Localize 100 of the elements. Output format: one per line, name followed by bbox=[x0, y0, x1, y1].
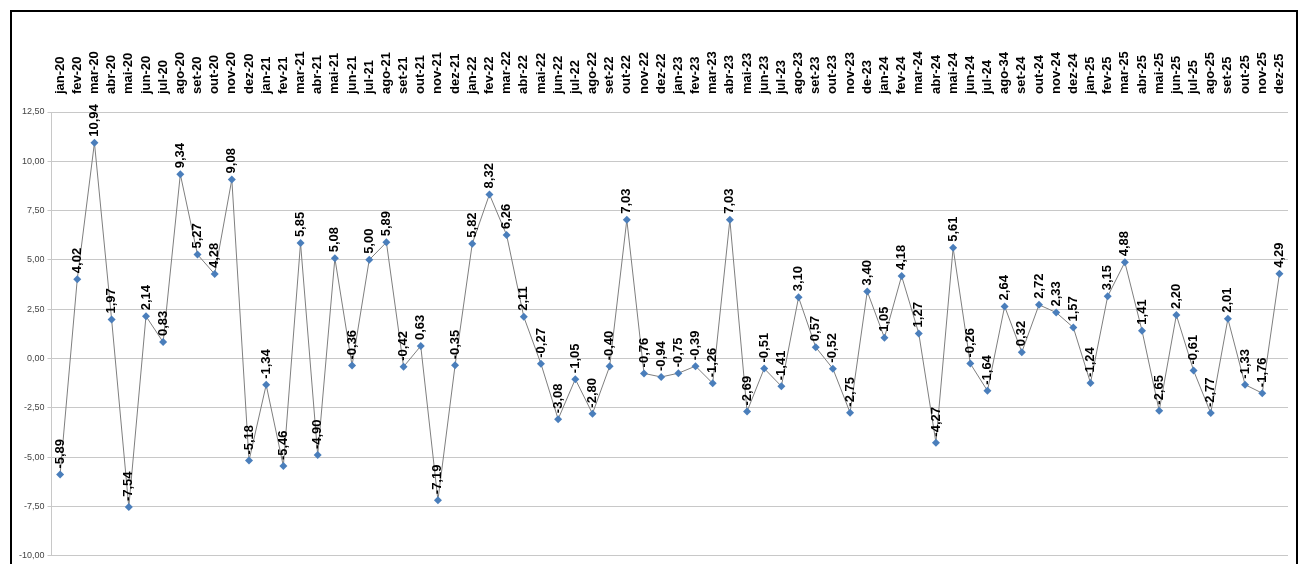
y-tick-label: -5,00 bbox=[24, 451, 45, 462]
x-tick-label: set-21 bbox=[395, 56, 411, 94]
data-label: 1,41 bbox=[1133, 299, 1149, 325]
data-label: 0,57 bbox=[807, 315, 823, 342]
data-label: 4,18 bbox=[893, 244, 909, 271]
x-tick-label: mai-23 bbox=[738, 52, 754, 94]
x-tick-label: fev-24 bbox=[893, 55, 909, 94]
x-tick-label: nov-20 bbox=[223, 52, 239, 94]
data-label: -0,36 bbox=[343, 329, 359, 360]
data-label: 1,27 bbox=[910, 302, 926, 328]
x-tick-label: jun-23 bbox=[755, 55, 771, 95]
data-label: -1,64 bbox=[979, 354, 995, 385]
data-label: -0,51 bbox=[755, 332, 771, 363]
data-label: -0,27 bbox=[532, 328, 548, 358]
data-label: -0,42 bbox=[395, 331, 411, 361]
x-tick-label: set-23 bbox=[807, 56, 823, 94]
x-tick-label: jan-21 bbox=[257, 56, 273, 95]
x-tick-label: abr-20 bbox=[103, 54, 119, 94]
data-label: -4,90 bbox=[309, 419, 325, 450]
y-tick-label: -10,00 bbox=[18, 550, 45, 561]
x-tick-label: abr-21 bbox=[309, 54, 325, 94]
data-label: 4,29 bbox=[1270, 242, 1286, 268]
x-tick-label: jun-25 bbox=[1167, 55, 1183, 95]
x-tick-label: set-24 bbox=[1013, 55, 1029, 94]
data-label: 1,05 bbox=[876, 306, 891, 332]
x-tick-label: dez-24 bbox=[1064, 52, 1080, 94]
data-label: -2,75 bbox=[841, 377, 857, 407]
x-tick-label: abr-22 bbox=[515, 54, 531, 94]
data-label: -3,08 bbox=[549, 383, 565, 414]
x-tick-label: out-24 bbox=[1030, 54, 1046, 94]
x-tick-label: mai-24 bbox=[944, 52, 960, 94]
data-label: -1,33 bbox=[1236, 349, 1252, 379]
data-label: -0,52 bbox=[824, 333, 840, 363]
x-tick-label: mar-23 bbox=[704, 51, 720, 94]
x-tick-label: mai-25 bbox=[1150, 52, 1166, 94]
x-tick-label: fev-25 bbox=[1099, 56, 1115, 94]
data-label: -5,89 bbox=[51, 438, 67, 469]
x-tick-label: out-21 bbox=[412, 55, 428, 94]
y-tick-label: 10,00 bbox=[21, 155, 45, 166]
data-label: 9,34 bbox=[171, 142, 187, 169]
y-tick-label: 5,00 bbox=[26, 254, 45, 265]
x-tick-label: jun-20 bbox=[137, 55, 153, 95]
x-tick-label: mar-20 bbox=[86, 51, 102, 94]
x-tick-label: jul-23 bbox=[772, 60, 788, 95]
x-tick-label: dez-20 bbox=[240, 53, 256, 94]
x-tick-label: out-22 bbox=[618, 55, 634, 94]
data-label: 1,57 bbox=[1064, 296, 1080, 322]
data-label: 2,20 bbox=[1167, 283, 1183, 310]
data-label: -2,65 bbox=[1150, 375, 1166, 405]
x-tick-label: jan-25 bbox=[1082, 56, 1098, 95]
data-label: 4,28 bbox=[206, 242, 222, 269]
x-tick-label: jul-22 bbox=[566, 60, 582, 95]
y-tick-label: -7,50 bbox=[24, 500, 45, 511]
data-label: 10,94 bbox=[86, 103, 102, 137]
x-tick-label: fev-21 bbox=[274, 56, 290, 94]
x-tick-label: ago-21 bbox=[377, 52, 393, 94]
data-label: 2,11 bbox=[515, 286, 531, 311]
x-tick-label: jun-21 bbox=[343, 55, 359, 95]
data-label: 8,32 bbox=[481, 163, 497, 189]
data-label: -1,24 bbox=[1082, 346, 1098, 377]
data-label: -1,76 bbox=[1253, 357, 1269, 388]
data-label: 5,82 bbox=[463, 212, 479, 238]
x-tick-label: jun-24 bbox=[961, 54, 977, 95]
x-tick-label: out-25 bbox=[1236, 55, 1252, 94]
x-tick-label: nov-25 bbox=[1253, 52, 1269, 94]
x-tick-label: dez-21 bbox=[446, 53, 462, 94]
data-label: 0,83 bbox=[154, 310, 170, 337]
data-label: 0,32 bbox=[1013, 320, 1029, 347]
data-label: 0,63 bbox=[412, 314, 428, 341]
data-label: -2,80 bbox=[584, 378, 600, 408]
x-tick-label: abr-24 bbox=[927, 54, 943, 94]
x-tick-label: mai-21 bbox=[326, 52, 342, 94]
data-label: 3,15 bbox=[1099, 265, 1115, 291]
x-tick-label: jul-25 bbox=[1185, 60, 1201, 95]
data-label: -0,26 bbox=[961, 327, 977, 358]
x-tick-label: set-20 bbox=[189, 56, 205, 94]
data-label: 5,00 bbox=[360, 228, 376, 254]
y-tick-label: 12,50 bbox=[21, 106, 45, 117]
x-tick-label: ago-20 bbox=[171, 52, 187, 94]
data-label: -0,61 bbox=[1185, 334, 1201, 365]
x-tick-label: jul-21 bbox=[360, 60, 376, 95]
x-tick-label: ago-23 bbox=[790, 52, 806, 94]
x-tick-label: mai-22 bbox=[532, 52, 548, 94]
x-tick-label: ago-22 bbox=[584, 52, 600, 94]
data-label: -1,41 bbox=[772, 350, 788, 381]
data-label: -5,18 bbox=[240, 424, 256, 455]
x-tick-label: jul-24 bbox=[979, 59, 995, 95]
x-tick-label: nov-24 bbox=[1047, 51, 1063, 94]
data-label: 2,72 bbox=[1030, 273, 1046, 299]
x-tick-label: nov-21 bbox=[429, 52, 445, 94]
data-label: 3,10 bbox=[790, 266, 806, 292]
data-label: 2,33 bbox=[1047, 281, 1063, 307]
data-label: 1,97 bbox=[103, 288, 119, 314]
y-tick-label: -2,50 bbox=[24, 402, 45, 413]
data-label: 4,88 bbox=[1116, 230, 1132, 257]
x-tick-label: mar-24 bbox=[910, 50, 926, 94]
x-tick-label: mar-21 bbox=[292, 51, 308, 94]
x-tick-label: abr-23 bbox=[721, 54, 737, 94]
data-label: -0,75 bbox=[669, 337, 685, 368]
x-tick-label: abr-25 bbox=[1133, 54, 1149, 94]
